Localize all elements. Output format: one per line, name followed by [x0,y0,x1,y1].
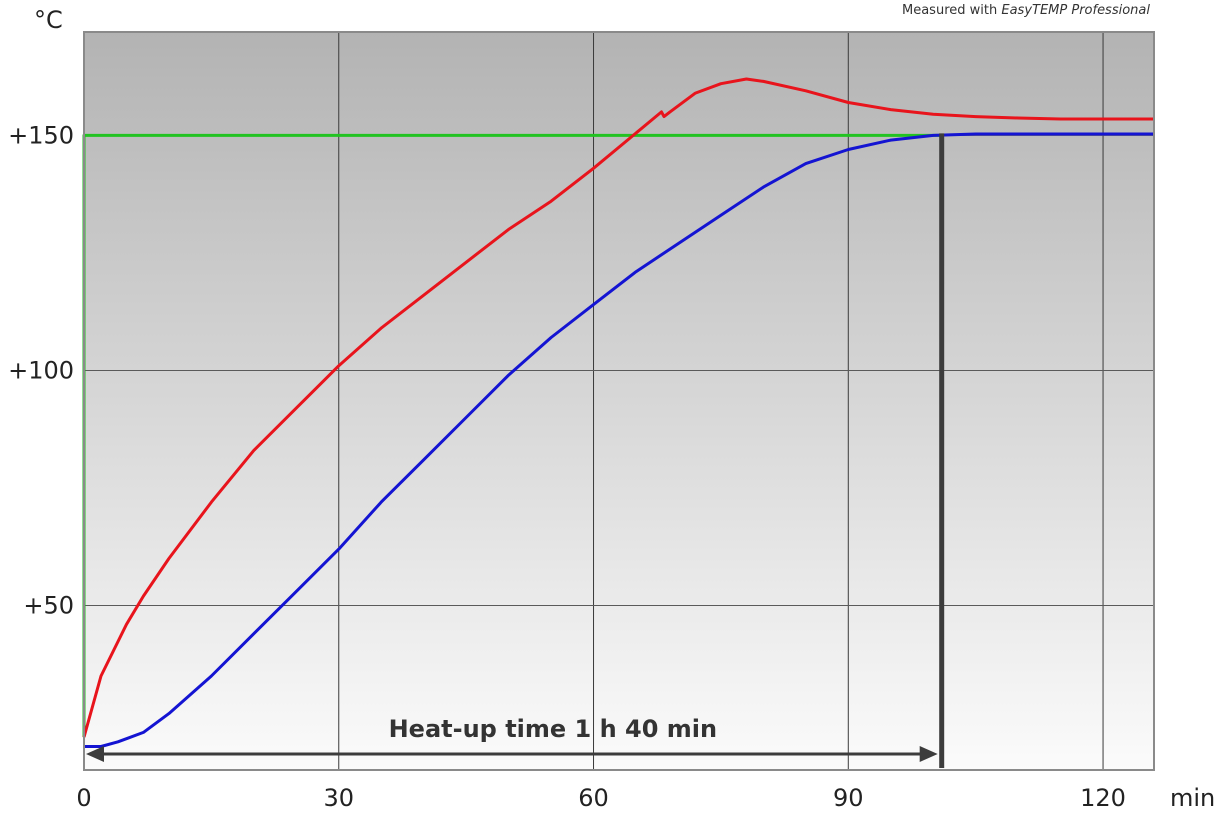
x-tick-label: 0 [76,784,91,812]
measurement-note: Measured with EasyTEMP Professional [902,3,1150,18]
series-line-1 [82,77,1154,738]
y-tick-label: +100 [8,356,74,384]
x-tick-label: 60 [578,784,609,812]
series-line-2 [84,132,1154,748]
plot-frame [83,31,1155,771]
x-axis-unit: min [1170,784,1215,812]
tick-labels: 0 30 60 90 120 +50 +100 +150 [8,121,1126,812]
annotation-layer: Heat-up time 1 h 40 min [86,133,945,768]
y-tick-label: +150 [8,121,74,149]
y-axis-unit: °C [34,6,63,34]
x-tick-label: 90 [833,784,864,812]
heat-up-label: Heat-up time 1 h 40 min [389,715,718,743]
measurement-note-product: EasyTEMP Professional [1001,3,1150,18]
measurement-note-prefix: Measured with [902,3,1001,18]
x-tick-label: 30 [323,784,354,812]
heat-up-arrow-head-left [86,746,104,762]
plot-area [84,32,1154,770]
x-tick-label: 120 [1080,784,1126,812]
heat-up-arrow-head-right [919,746,938,762]
y-tick-label: +50 [23,591,74,619]
